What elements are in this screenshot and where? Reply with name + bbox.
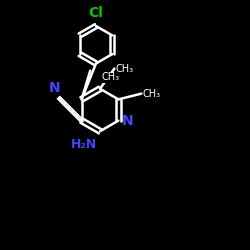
Text: H₂N: H₂N [72,138,98,150]
Text: Cl: Cl [88,6,104,20]
Text: N: N [49,81,61,95]
Text: N: N [122,114,134,128]
Text: CH₃: CH₃ [116,64,134,74]
Text: CH₃: CH₃ [101,72,119,83]
Text: CH₃: CH₃ [143,89,161,99]
